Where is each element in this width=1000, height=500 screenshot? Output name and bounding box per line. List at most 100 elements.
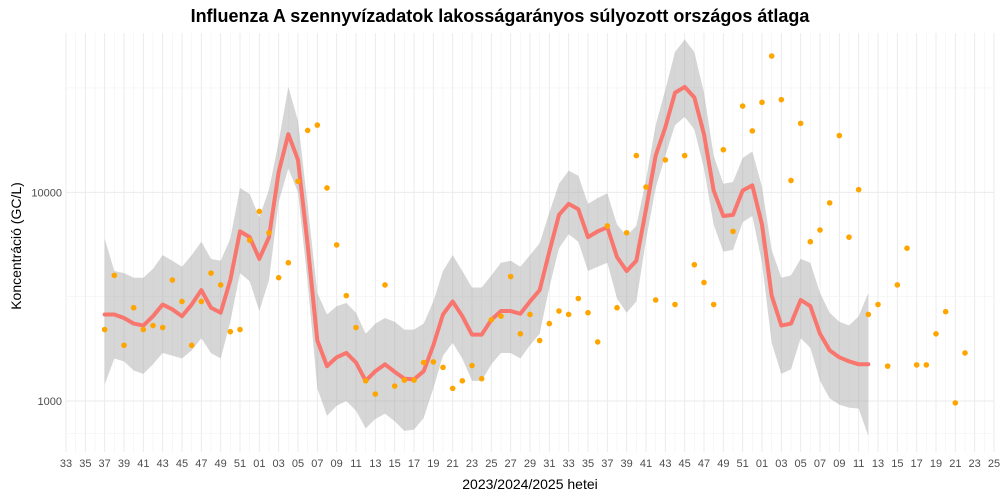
data-point (430, 359, 437, 365)
y-tick-label: 1000 (38, 396, 62, 408)
y-tick-label: 10000 (31, 187, 62, 199)
x-tick-label: 23 (466, 458, 478, 470)
data-point (449, 385, 456, 392)
x-tick-label: 45 (679, 458, 691, 470)
data-point (720, 146, 727, 153)
data-point (179, 298, 185, 305)
data-point (826, 200, 833, 206)
data-point (256, 208, 263, 215)
data-point (536, 337, 543, 344)
x-tick-label: 25 (485, 458, 497, 470)
x-axis-label: 2023/2024/2025 hetei (462, 476, 598, 492)
x-tick-label: 49 (717, 458, 729, 470)
data-point (217, 282, 224, 288)
smoothed-trend-line (102, 84, 871, 383)
confidence-band (104, 39, 869, 437)
x-tick-label: 41 (137, 458, 149, 470)
data-point (904, 245, 910, 251)
x-tick-label: 43 (659, 458, 671, 470)
x-tick-label: 09 (833, 458, 845, 470)
x-tick-label: 37 (99, 458, 111, 470)
data-point (353, 324, 359, 331)
data-point (807, 238, 814, 245)
data-point (459, 378, 466, 384)
data-point (304, 127, 311, 134)
x-tick-label: 33 (563, 458, 575, 470)
data-point (565, 311, 572, 318)
data-point (614, 304, 620, 311)
data-point (507, 273, 514, 280)
x-tick-label: 23 (969, 458, 981, 470)
data-point (527, 311, 533, 318)
data-point (314, 122, 321, 128)
x-tick-label: 27 (505, 458, 517, 470)
data-point (150, 322, 156, 329)
x-tick-label: 11 (350, 458, 361, 470)
data-point (633, 152, 640, 159)
data-point (101, 326, 108, 333)
data-point (362, 378, 369, 384)
x-tick-label: 15 (389, 458, 401, 470)
data-point (198, 298, 205, 305)
data-point (266, 229, 272, 236)
data-point (488, 317, 495, 323)
x-tick-label: 25 (988, 458, 1000, 470)
x-tick-label: 01 (756, 458, 768, 470)
x-tick-label: 47 (698, 458, 710, 470)
data-point (401, 377, 408, 383)
data-point (778, 96, 785, 103)
data-point (411, 377, 417, 383)
data-point (846, 234, 852, 240)
data-point (691, 261, 698, 268)
data-point (498, 313, 504, 319)
data-point (817, 227, 823, 233)
x-tick-label: 21 (949, 458, 961, 470)
x-tick-label: 07 (311, 458, 323, 470)
data-point (208, 270, 214, 276)
x-tick-label: 47 (195, 458, 207, 470)
x-tick-label: 13 (369, 458, 381, 470)
data-point (855, 186, 862, 193)
data-point (285, 259, 292, 266)
data-point (246, 237, 253, 243)
x-tick-label: 19 (930, 458, 942, 470)
data-point (372, 391, 379, 397)
data-point (933, 330, 939, 337)
data-point (739, 103, 746, 109)
data-point (237, 326, 243, 333)
x-tick-label: 43 (157, 458, 169, 470)
data-point (343, 292, 350, 299)
data-point (478, 375, 485, 382)
data-point (121, 342, 127, 349)
data-point (585, 309, 591, 316)
data-point (875, 301, 881, 308)
x-tick-label: 15 (891, 458, 903, 470)
data-point (865, 311, 872, 318)
data-point (575, 295, 582, 302)
x-tick-label: 35 (79, 458, 91, 470)
x-tick-label: 39 (118, 458, 130, 470)
data-point (420, 359, 427, 366)
data-point (942, 308, 949, 315)
x-tick-label: 03 (775, 458, 787, 470)
x-tick-label: 37 (601, 458, 613, 470)
data-point (594, 339, 601, 345)
data-point (188, 342, 195, 349)
x-tick-label: 45 (176, 458, 188, 470)
data-point (517, 330, 524, 337)
x-tick-label: 19 (427, 458, 439, 470)
data-point (952, 400, 959, 406)
data-point (130, 304, 137, 311)
x-tick-label: 51 (234, 458, 246, 470)
x-tick-label: 09 (331, 458, 343, 470)
data-point (546, 320, 553, 327)
x-tick-label: 17 (911, 458, 923, 470)
data-point (749, 128, 756, 134)
chart-title: Influenza A szennyvízadatok lakosságarán… (190, 6, 810, 26)
data-point (556, 308, 562, 314)
data-point (382, 282, 388, 288)
data-point (759, 99, 765, 106)
data-point (797, 120, 804, 127)
data-point (913, 362, 920, 368)
